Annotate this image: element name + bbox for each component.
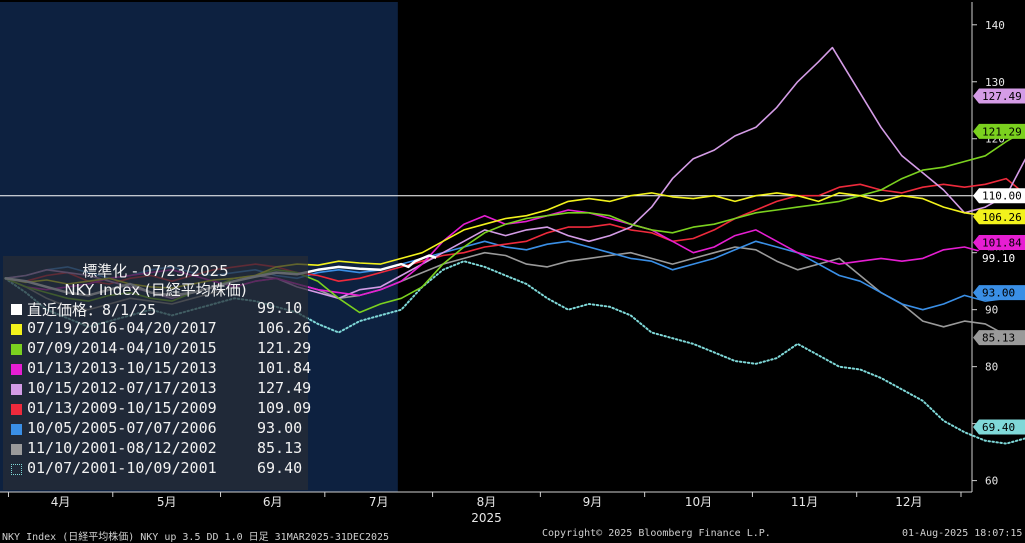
series-value-tag-3: 101.84	[982, 236, 1022, 249]
series-value-tag-7: 85.13	[982, 332, 1015, 345]
legend-swatch	[11, 384, 22, 395]
legend-item: 07/19/2016-04/20/2017 106.26	[11, 319, 311, 339]
legend-label: 01/07/2001-10/09/2001	[27, 459, 217, 477]
legend-swatch	[11, 464, 22, 475]
series-value-tag-7-bg	[973, 330, 1025, 346]
legend-value: 93.00	[257, 419, 303, 437]
legend-item: 11/10/2001-08/12/2002 85.13	[11, 439, 306, 459]
legend-item: 10/05/2005-07/07/2006 93.00	[11, 419, 306, 439]
legend-swatch	[11, 444, 22, 455]
legend-item: 07/09/2014-04/10/2015 121.29	[11, 339, 311, 359]
legend-label: 01/13/2013-10/15/2013	[27, 359, 217, 377]
legend-value: 69.40	[257, 459, 303, 477]
x-tick-label: 10月	[685, 495, 712, 509]
y-tick-label: 90	[985, 304, 998, 317]
tag-reference: 110.00	[982, 190, 1022, 203]
series-value-tag-2: 121.29	[982, 125, 1022, 138]
series-value-tag-4-bg	[973, 88, 1025, 104]
x-tick-label: 4月	[51, 495, 71, 509]
legend-value: 109.09	[257, 399, 312, 417]
footer-timestamp: 01-Aug-2025 18:07:15	[902, 528, 1023, 539]
legend-label: 11/10/2001-08/12/2002	[27, 439, 217, 457]
series-value-tag-6: 93.00	[982, 287, 1015, 300]
tag-reference-bg	[973, 188, 1025, 204]
series-value-tag-0-bg	[973, 250, 1025, 266]
legend-label: 07/19/2016-04/20/2017	[27, 319, 217, 337]
legend-item: 01/07/2001-10/09/2001 69.40	[11, 459, 306, 479]
legend-item: 10/15/2012-07/17/2013 127.49	[11, 379, 311, 399]
legend-value: 106.26	[257, 319, 312, 337]
y-tick-label: 60	[985, 475, 998, 488]
series-value-tag-8-bg	[973, 419, 1025, 435]
footer-ticker-info: NKY Index (日経平均株価) NKY up 3.5 DD 1.0 日足 …	[2, 532, 390, 543]
legend-label: 07/09/2014-04/10/2015	[27, 339, 217, 357]
chart-footer: NKY Index (日経平均株価) NKY up 3.5 DD 1.0 日足 …	[0, 527, 1025, 543]
series-value-tag-0: 99.10	[982, 252, 1015, 265]
legend-label: 10/15/2012-07/17/2013	[27, 379, 217, 397]
series-value-tag-1-bg	[973, 209, 1025, 225]
legend-value: 99.10	[257, 299, 303, 317]
y-tick-label: 80	[985, 361, 998, 374]
series-value-tag-1: 106.26	[982, 211, 1022, 224]
legend-label: 10/05/2005-07/07/2006	[27, 419, 217, 437]
chart-legend: 標準化 - 07/23/2025 NKY Index (日経平均株価) 直近価格…	[3, 256, 311, 490]
legend-item: 01/13/2009-10/15/2009 109.09	[11, 399, 311, 419]
x-tick-label: 8月	[477, 495, 497, 509]
legend-swatch	[11, 304, 22, 315]
legend-swatch	[11, 424, 22, 435]
x-year-label: 2025	[471, 511, 502, 525]
legend-item: 直近価格：8/1/25 99.10	[11, 299, 306, 319]
legend-swatch	[11, 344, 22, 355]
series-value-tag-4: 127.49	[982, 90, 1022, 103]
footer-copyright: Copyright© 2025 Bloomberg Finance L.P.	[542, 528, 771, 539]
y-tick-label: 130	[985, 76, 1005, 89]
x-tick-label: 12月	[895, 495, 922, 509]
legend-label: 直近価格：8/1/25	[27, 301, 157, 319]
legend-value: 101.84	[257, 359, 312, 377]
x-tick-label: 9月	[583, 495, 603, 509]
legend-label: 01/13/2009-10/15/2009	[27, 399, 217, 417]
legend-swatch	[11, 364, 22, 375]
series-value-tag-8: 69.40	[982, 421, 1015, 434]
legend-title-index: NKY Index (日経平均株価)	[64, 281, 247, 299]
series-value-tag-2-bg	[973, 123, 1025, 139]
x-tick-label: 6月	[263, 495, 283, 509]
series-value-tag-3-bg	[973, 234, 1025, 250]
y-tick-label: 140	[985, 19, 1005, 32]
legend-value: 127.49	[257, 379, 312, 397]
series-value-tag-6-bg	[973, 285, 1025, 301]
x-tick-label: 11月	[791, 495, 818, 509]
legend-value: 85.13	[257, 439, 303, 457]
legend-title-normalization: 標準化 - 07/23/2025	[82, 262, 229, 280]
legend-swatch	[11, 404, 22, 415]
x-tick-label: 5月	[157, 495, 177, 509]
x-tick-label: 7月	[369, 495, 389, 509]
legend-value: 121.29	[257, 339, 312, 357]
legend-swatch	[11, 324, 22, 335]
legend-item: 01/13/2013-10/15/2013 101.84	[11, 359, 311, 379]
